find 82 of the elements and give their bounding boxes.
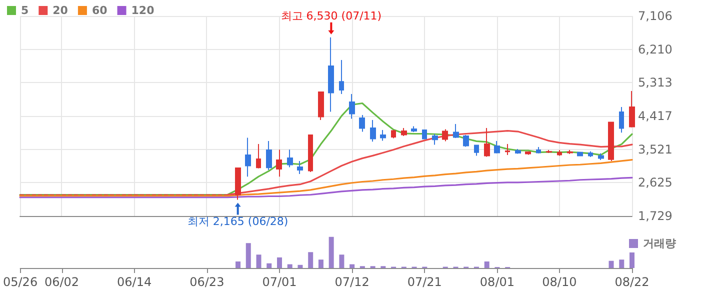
- bar: [608, 260, 614, 268]
- candlestick: [391, 130, 396, 139]
- y-tick-label: 7,106: [638, 9, 672, 23]
- x-tick-label: 08/22: [614, 275, 650, 289]
- x-tick-label: 06/23: [190, 275, 224, 289]
- candlestick: [442, 128, 448, 142]
- bar: [276, 257, 282, 268]
- candlestick: [297, 160, 303, 175]
- bar: [308, 252, 314, 268]
- bar: [484, 261, 490, 268]
- candlestick: [349, 94, 355, 120]
- candlestick: [411, 126, 417, 133]
- bar: [287, 264, 292, 268]
- candlestick: [359, 114, 365, 132]
- y-tick-label: 5,313: [638, 76, 672, 90]
- candlestick: [494, 140, 500, 154]
- candlestick: [515, 148, 521, 154]
- bar: [630, 252, 634, 268]
- y-tick-label: 4,417: [638, 109, 672, 124]
- y-tick-label: 1,729: [638, 209, 672, 223]
- bar: [328, 236, 334, 268]
- candlestick: [256, 143, 261, 169]
- y-tick-label: 3,521: [638, 142, 672, 156]
- annotation: 최저 2,165 (06/28): [187, 214, 288, 228]
- bar: [266, 263, 272, 268]
- candlestick: [505, 143, 510, 156]
- x-tick-label: 07/01: [262, 275, 297, 289]
- legend-label: 20: [52, 4, 68, 17]
- candlestick: [380, 130, 386, 142]
- candlestick: [422, 130, 427, 140]
- candlestick: [525, 150, 531, 156]
- candlestick: [432, 133, 438, 146]
- legend-label: 60: [92, 4, 108, 17]
- line-series: [19, 176, 633, 198]
- y-tick-label: 6,210: [638, 42, 672, 56]
- x-tick-label: 08/10: [542, 275, 577, 289]
- x-tick-label: 05/26: [2, 275, 38, 289]
- bar: [256, 254, 262, 268]
- bar: [236, 261, 241, 268]
- x-tick-label: 07/21: [407, 275, 442, 289]
- x-tick-label: 08/01: [480, 275, 515, 289]
- candlestick: [245, 137, 251, 178]
- candlestick: [276, 149, 282, 178]
- candlestick: [598, 152, 604, 160]
- bar: [318, 260, 324, 268]
- candlestick: [287, 149, 293, 168]
- candlestick: [557, 150, 562, 156]
- candlestick: [577, 152, 583, 157]
- legend-label: 120: [131, 4, 155, 17]
- candlestick: [235, 168, 241, 200]
- candlestick: [588, 150, 593, 158]
- x-tick-label: 06/02: [44, 275, 80, 289]
- candlestick: [536, 146, 541, 154]
- bar: [619, 260, 624, 268]
- bar: [298, 264, 303, 268]
- candlestick: [463, 134, 469, 148]
- candlestick: [629, 90, 635, 128]
- candlestick: [370, 120, 376, 142]
- candlestick: [619, 106, 624, 134]
- bar: [246, 243, 251, 268]
- bar: [350, 264, 355, 268]
- candlestick: [401, 127, 407, 136]
- annotation: 최고 6,530 (07/11): [280, 9, 382, 22]
- legend-label: 5: [21, 4, 29, 17]
- candlestick: [484, 127, 490, 158]
- candlestick: [474, 144, 479, 156]
- candlestick: [546, 150, 552, 154]
- candlestick: [328, 36, 334, 112]
- y-tick-label: 2,625: [638, 176, 672, 190]
- candlestick: [567, 150, 573, 155]
- x-tick-label: 07/12: [334, 275, 370, 289]
- candlestick: [318, 91, 324, 120]
- line-series: [19, 102, 633, 196]
- candlestick: [453, 124, 459, 138]
- candlestick: [339, 60, 344, 94]
- candlestick: [266, 140, 272, 170]
- candlestick: [608, 122, 614, 162]
- legend-label: 거래량: [643, 237, 676, 250]
- candlestick: [308, 134, 313, 172]
- bar: [339, 254, 344, 268]
- line-series: [19, 159, 633, 197]
- x-tick-label: 06/14: [117, 275, 152, 289]
